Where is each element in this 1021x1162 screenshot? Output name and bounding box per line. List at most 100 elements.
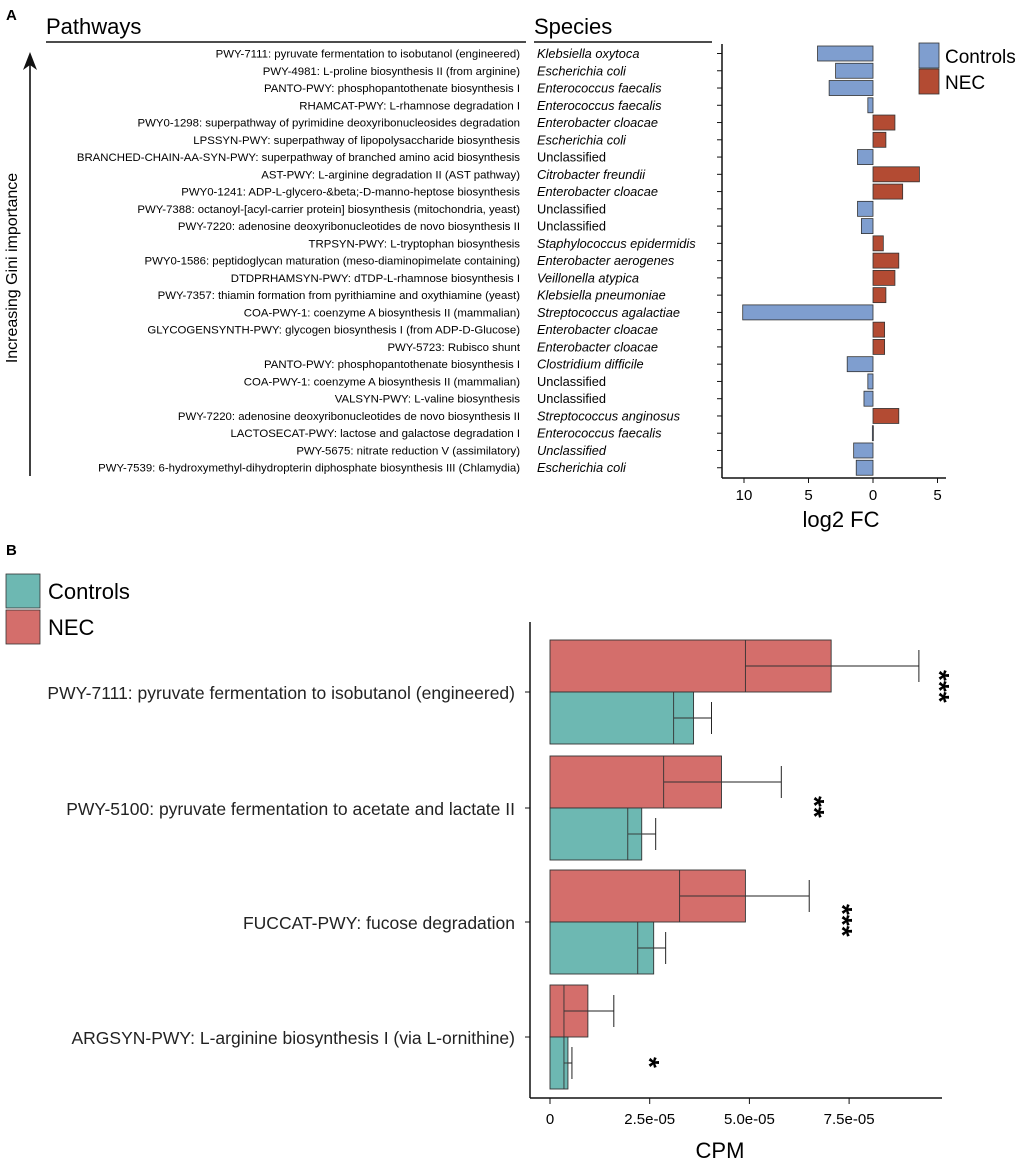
pathway-label: PWY-7357: thiamin formation from pyrithi… [158, 290, 521, 302]
species-header: Species [534, 14, 612, 39]
log2fc-bar [872, 269, 896, 286]
species-label: Enterobacter cloacae [537, 184, 658, 199]
species-label: Escherichia coli [537, 460, 627, 475]
log2fc-bars [742, 45, 920, 476]
cpm-category-labels: PWY-7111: pyruvate fermentation to isobu… [47, 683, 530, 1048]
category-label: ARGSYN-PWY: L-arginine biosynthesis I (v… [71, 1028, 515, 1048]
panel-a: A Pathways Species Increasing Gini impor… [4, 7, 1016, 532]
log2fc-bar [872, 408, 900, 424]
cpm-x-axis-label: CPM [696, 1138, 745, 1162]
pathway-label: PWY0-1586: peptidoglycan maturation (mes… [145, 256, 521, 268]
legend-nec-label: NEC [48, 615, 95, 640]
cpm-bars [549, 639, 920, 1090]
pathway-label: LPSSYN-PWY: superpathway of lipopolysacc… [193, 135, 520, 147]
cpm-plot: PWY-7111: pyruvate fermentation to isobu… [47, 622, 955, 1162]
panel-a-label: A [6, 7, 17, 24]
pathway-label: PWY0-1298: superpathway of pyrimidine de… [138, 118, 520, 130]
pathway-label: RHAMCAT-PWY: L-rhamnose degradation I [299, 100, 520, 112]
gini-arrow-head [23, 52, 37, 70]
species-label: Enterobacter cloacae [537, 339, 658, 354]
species-label: Unclassified [537, 201, 606, 216]
log2fc-bar [872, 183, 904, 200]
pathway-label: VALSYN-PWY: L-valine biosynthesis [335, 394, 521, 406]
species-label: Enterobacter cloacae [537, 115, 658, 130]
significance-mark: ** [799, 796, 830, 818]
significance-mark: *** [827, 904, 858, 937]
log2fc-bar [872, 339, 886, 355]
pathway-label: PWY-4981: L-proline biosynthesis II (fro… [263, 66, 520, 78]
x-tick-label: 5 [933, 487, 941, 504]
pathway-label: BRANCHED-CHAIN-AA-SYN-PWY: superpathway … [77, 152, 520, 164]
log2fc-bar [846, 356, 874, 373]
x-tick-label: 2.5e-05 [624, 1111, 675, 1128]
pathway-label: DTDPRHAMSYN-PWY: dTDP-L-rhamnose biosynt… [231, 273, 520, 285]
log2fc-legend[interactable]: Controls NEC [918, 42, 1016, 95]
legend-nec-swatch [918, 68, 940, 95]
species-label: Citrobacter freundii [537, 167, 646, 182]
species-label: Enterobacter aerogenes [537, 253, 675, 268]
species-label: Staphylococcus epidermidis [537, 236, 696, 251]
species-labels: Klebsiella oxytoca Escherichia coli Entero… [537, 46, 696, 475]
log2fc-bar [742, 304, 874, 321]
x-tick-label: 0 [546, 1111, 554, 1128]
log2fc-bar [872, 166, 920, 183]
log2fc-bar [828, 80, 874, 96]
legend-controls-swatch [918, 42, 940, 69]
pathway-label: PWY-7220: adenosine deoxyribonucleotides… [178, 411, 520, 423]
legend-controls-label: Controls [48, 579, 130, 604]
species-label: Klebsiella oxytoca [537, 46, 639, 61]
log2fc-bar [857, 149, 874, 165]
log2fc-bar [853, 442, 874, 459]
log2fc-x-ticks: 10 5 0 5 [736, 478, 942, 504]
pathway-labels: PWY-7111: pyruvate fermentation to isobu… [77, 49, 521, 475]
pathway-label: TRPSYN-PWY: L-tryptophan biosynthesis [309, 238, 521, 250]
cpm-x-ticks: 0 2.5e-05 5.0e-05 7.5e-05 [546, 1098, 875, 1128]
log2fc-bar [855, 459, 874, 476]
log2fc-bar [872, 235, 884, 252]
pathway-label: GLYCOGENSYNTH-PWY: glycogen biosynthesis… [147, 325, 520, 337]
category-label: PWY-7111: pyruvate fermentation to isobu… [47, 683, 515, 703]
x-tick-label: 5.0e-05 [724, 1111, 775, 1128]
pathway-label: PANTO-PWY: phosphopantothenate biosynthe… [264, 83, 520, 95]
pathway-label: PWY-7388: octanoyl-[acyl-carrier protein… [137, 204, 520, 216]
log2fc-bar [872, 114, 896, 131]
legend-controls-swatch [5, 573, 41, 609]
species-label: Unclassified [537, 374, 606, 389]
species-label: Unclassified [537, 219, 606, 234]
log2fc-y-ticks [717, 53, 722, 469]
pathway-label: PWY-5723: Rubisco shunt [387, 342, 520, 354]
pathway-label: PWY-7111: pyruvate fermentation to isobu… [216, 49, 521, 61]
pathways-header: Pathways [46, 14, 141, 39]
species-label: Streptococcus anginosus [537, 408, 681, 423]
gini-axis-label: Increasing Gini importance [4, 173, 21, 363]
log2fc-bar [817, 45, 874, 62]
species-label: Escherichia coli [537, 132, 627, 147]
log2fc-bar [871, 425, 874, 442]
legend-nec-label: NEC [945, 73, 985, 94]
x-tick-label: 5 [804, 487, 812, 504]
controls-bar [549, 807, 643, 861]
pathway-label: AST-PWY: L-arginine degradation II (AST … [261, 169, 520, 181]
panel-b: B Controls NEC PWY-7111: pyruvate fermen… [5, 542, 955, 1162]
species-label: Clostridium difficile [537, 357, 644, 372]
species-label: Enterococcus faecalis [537, 81, 662, 96]
species-label: Enterobacter cloacae [537, 322, 658, 337]
log2fc-bar [863, 390, 874, 407]
cpm-legend[interactable]: Controls NEC [5, 573, 130, 645]
species-label: Unclassified [537, 150, 606, 165]
log2fc-x-axis-label: log2 FC [802, 507, 879, 532]
log2fc-bar [835, 62, 874, 79]
log2fc-bar [867, 373, 874, 390]
pathway-label: PWY-7539: 6-hydroxymethyl-dihydropterin … [98, 463, 520, 475]
significance-mark: *** [924, 670, 955, 703]
species-label: Unclassified [537, 443, 607, 458]
controls-bar [549, 921, 655, 975]
log2fc-plot: 10 5 0 5 log2 FC [717, 44, 946, 532]
species-label: Enterococcus faecalis [537, 426, 662, 441]
pathway-label: COA-PWY-1: coenzyme A biosynthesis II (m… [244, 376, 520, 388]
panel-b-label: B [6, 542, 17, 559]
significance-mark: * [634, 1057, 665, 1068]
log2fc-bar [872, 287, 887, 304]
species-label: Streptococcus agalactiae [537, 305, 680, 320]
legend-nec-swatch [5, 609, 41, 645]
